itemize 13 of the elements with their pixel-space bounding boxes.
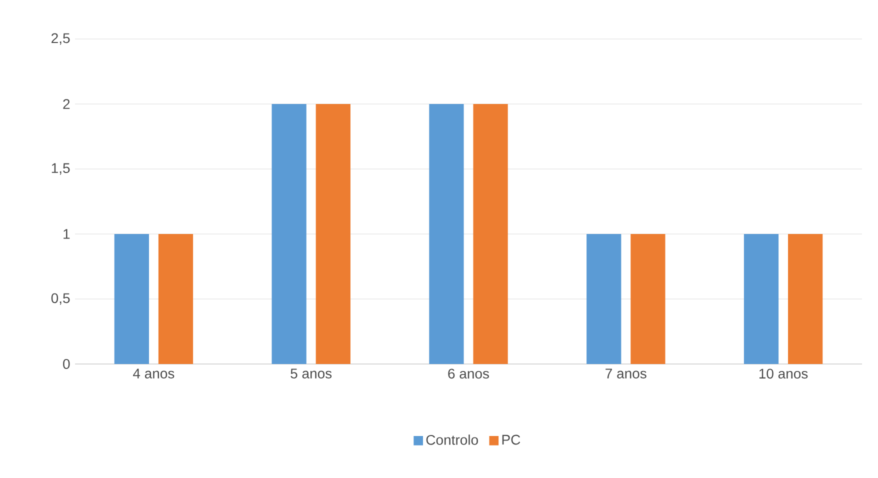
x-tick-label: 6 anos: [448, 368, 489, 379]
y-tick-label: 0: [63, 359, 70, 369]
x-tick-label: 5 anos: [290, 368, 332, 378]
y-tick-label: 2: [63, 99, 70, 109]
legend-label: PC: [502, 434, 520, 445]
y-tick-label: 1,5: [52, 163, 70, 175]
y-tick-label: 1: [64, 229, 70, 239]
legend-label: Controlo: [426, 434, 478, 445]
x-tick-label: 4 anos: [133, 368, 174, 378]
x-tick-label: 7 anos: [606, 368, 646, 378]
y-tick-label: 0,5: [51, 293, 70, 305]
y-tick-label: 2,5: [52, 33, 70, 45]
x-tick-label: 10 anos: [759, 368, 808, 379]
